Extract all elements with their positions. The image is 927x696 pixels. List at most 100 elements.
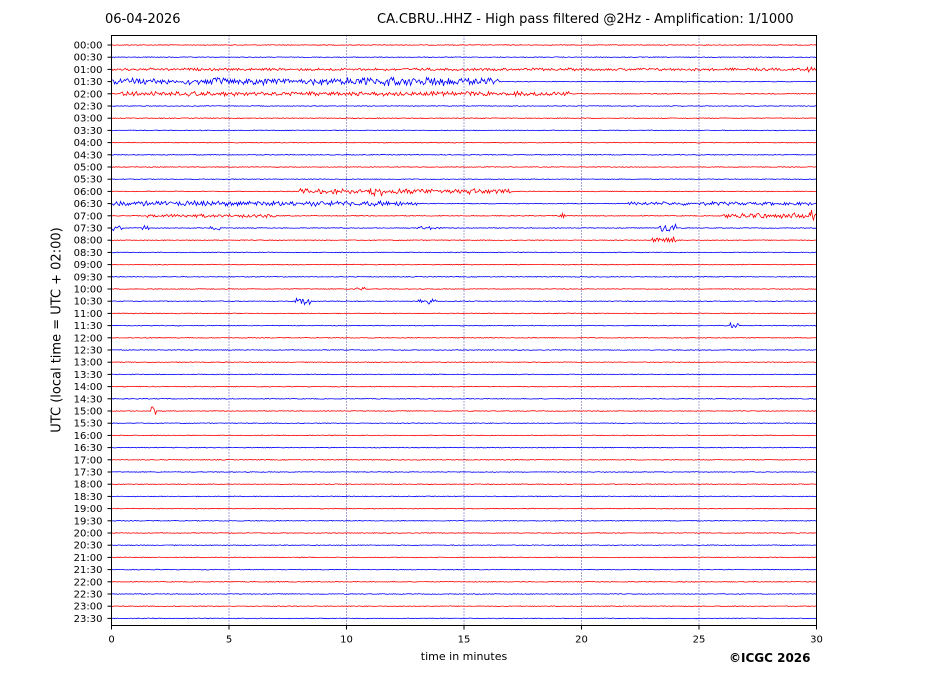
y-tick-label-00:30: 00:30: [74, 53, 103, 64]
trace-06:30: [111, 199, 817, 208]
trace-14:30: [111, 397, 817, 400]
trace-18:00: [111, 483, 817, 486]
trace-06:00: [111, 187, 817, 198]
trace-08:00: [111, 236, 817, 244]
y-tick-label-21:30: 21:30: [74, 565, 103, 576]
y-tick-label-10:30: 10:30: [74, 297, 103, 308]
trace-19:00: [111, 507, 817, 510]
y-tick-label-11:00: 11:00: [74, 309, 103, 320]
trace-01:30: [111, 76, 817, 87]
x-tick-label-15: 15: [458, 635, 471, 646]
trace-20:00: [111, 532, 817, 534]
y-tick-label-08:30: 08:30: [74, 248, 103, 259]
y-tick-label-14:30: 14:30: [74, 394, 103, 405]
trace-11:30: [111, 321, 817, 329]
trace-15:30: [111, 422, 817, 425]
trace-00:00: [111, 44, 817, 46]
y-tick-label-13:30: 13:30: [74, 370, 103, 381]
trace-23:00: [111, 605, 817, 608]
trace-00:30: [111, 56, 817, 59]
x-tick-label-0: 0: [108, 635, 114, 646]
y-tick-label-03:00: 03:00: [74, 114, 103, 125]
y-tick-label-22:30: 22:30: [74, 590, 103, 601]
trace-20:30: [111, 544, 817, 547]
y-tick-label-16:30: 16:30: [74, 443, 103, 454]
trace-13:00: [111, 361, 817, 364]
trace-16:30: [111, 446, 817, 449]
trace-04:30: [111, 153, 817, 156]
y-tick-label-20:00: 20:00: [74, 529, 103, 540]
y-tick-label-06:30: 06:30: [74, 199, 103, 210]
x-tick-label-30: 30: [810, 635, 823, 646]
x-tick-label-25: 25: [693, 635, 706, 646]
trace-03:00: [111, 117, 817, 120]
x-tick-label-5: 5: [226, 635, 232, 646]
trace-02:30: [111, 105, 817, 107]
trace-22:00: [111, 580, 817, 583]
trace-10:30: [111, 297, 817, 306]
trace-05:30: [111, 178, 817, 181]
trace-21:00: [111, 556, 817, 559]
y-tick-label-14:00: 14:00: [74, 382, 103, 393]
y-tick-label-19:30: 19:30: [74, 516, 103, 527]
y-tick-label-04:30: 04:30: [74, 150, 103, 161]
y-tick-label-05:30: 05:30: [74, 175, 103, 186]
y-tick-label-01:30: 01:30: [74, 77, 103, 88]
y-tick-label-04:00: 04:00: [74, 138, 103, 149]
copyright-label: ©ICGC 2026: [729, 651, 811, 665]
y-tick-label-00:00: 00:00: [74, 41, 103, 52]
y-tick-label-23:00: 23:00: [74, 602, 103, 613]
y-tick-label-01:00: 01:00: [74, 65, 103, 76]
trace-15:00: [111, 406, 817, 415]
y-tick-label-21:00: 21:00: [74, 553, 103, 564]
y-tick-label-15:30: 15:30: [74, 419, 103, 430]
trace-07:30: [111, 222, 817, 232]
y-tick-label-03:30: 03:30: [74, 126, 103, 137]
trace-18:30: [111, 495, 817, 498]
y-tick-label-18:30: 18:30: [74, 492, 103, 503]
trace-13:30: [111, 373, 817, 376]
trace-21:30: [111, 568, 817, 571]
trace-09:00: [111, 263, 817, 266]
trace-layer: [111, 44, 817, 620]
y-tick-label-07:00: 07:00: [74, 211, 103, 222]
y-tick-label-22:00: 22:00: [74, 577, 103, 588]
y-tick-label-18:00: 18:00: [74, 480, 103, 491]
y-tick-label-07:30: 07:30: [74, 224, 103, 235]
chart-title: CA.CBRU..HHZ - High pass filtered @2Hz -…: [377, 12, 794, 27]
y-tick-label-02:30: 02:30: [74, 102, 103, 113]
y-tick-label-10:00: 10:00: [74, 285, 103, 296]
y-tick-label-17:00: 17:00: [74, 455, 103, 466]
y-tick-label-05:00: 05:00: [74, 163, 103, 174]
y-tick-label-13:00: 13:00: [74, 358, 103, 369]
trace-19:30: [111, 519, 817, 522]
trace-09:30: [111, 275, 817, 278]
trace-11:00: [111, 312, 817, 315]
y-tick-label-12:30: 12:30: [74, 346, 103, 357]
trace-17:00: [111, 458, 817, 461]
trace-07:00: [111, 209, 817, 222]
date-label: 06-04-2026: [105, 12, 181, 27]
y-tick-label-08:00: 08:00: [74, 236, 103, 247]
trace-22:30: [111, 593, 817, 595]
x-tick-label-10: 10: [340, 635, 353, 646]
y-tick-label-12:00: 12:00: [74, 333, 103, 344]
y-tick-label-20:30: 20:30: [74, 541, 103, 552]
y-tick-label-15:00: 15:00: [74, 407, 103, 418]
y-tick-label-19:00: 19:00: [74, 504, 103, 515]
trace-17:30: [111, 471, 817, 473]
y-tick-label-09:00: 09:00: [74, 260, 103, 271]
trace-10:00: [111, 286, 817, 291]
trace-05:00: [111, 166, 817, 168]
trace-02:00: [111, 90, 817, 98]
y-tick-label-17:30: 17:30: [74, 468, 103, 479]
trace-16:00: [111, 434, 817, 437]
y-tick-label-16:00: 16:00: [74, 431, 103, 442]
trace-23:30: [111, 617, 817, 620]
y-tick-label-06:00: 06:00: [74, 187, 103, 198]
y-tick-label-09:30: 09:30: [74, 272, 103, 283]
trace-12:00: [111, 336, 817, 339]
trace-12:30: [111, 349, 817, 351]
